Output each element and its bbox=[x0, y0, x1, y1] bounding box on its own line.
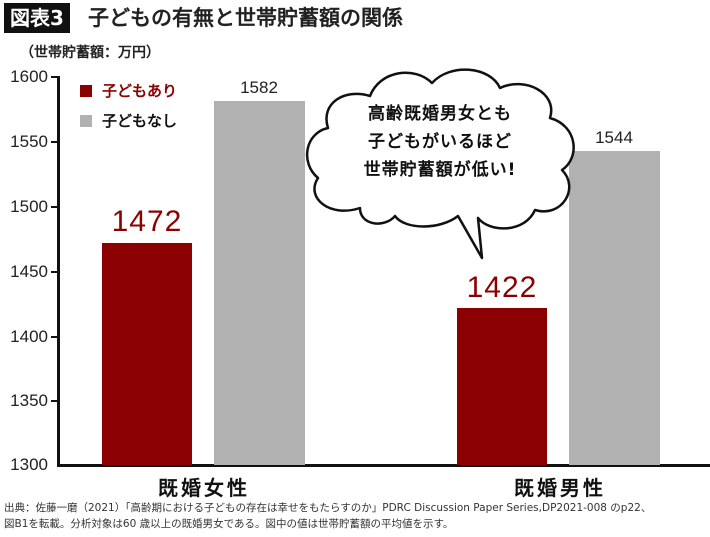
value-label-female-without: 1582 bbox=[240, 78, 278, 97]
legend-label: 子どもなし bbox=[102, 112, 178, 130]
y-axis-unit-label: （世帯貯蓄額：万円） bbox=[20, 45, 160, 61]
y-tick bbox=[51, 400, 58, 402]
y-tick-label: 1450 bbox=[10, 262, 48, 281]
source-line: 図B1を転載。分析対象は60 歳以上の既婚男女である。図中の値は世帯貯蓄額の平均… bbox=[4, 518, 454, 530]
y-tick bbox=[51, 76, 58, 78]
figure-number-badge: 図表3 bbox=[4, 3, 70, 33]
legend-swatch-red bbox=[80, 84, 92, 97]
y-tick bbox=[51, 206, 58, 208]
bar-female-without-children bbox=[214, 101, 305, 465]
y-tick-label: 1500 bbox=[10, 197, 48, 216]
callout-line: 世帯貯蓄額が低い! bbox=[363, 160, 517, 180]
category-label-female: 既婚女性 bbox=[158, 476, 250, 500]
legend-item-with-children: 子どもあり bbox=[80, 80, 177, 101]
source-note: 出典：佐藤一磨（2021）「高齢期における子どもの存在は幸せをもたらすのか」PD… bbox=[4, 500, 706, 532]
y-tick-label: 1300 bbox=[10, 455, 48, 474]
y-tick-label: 1400 bbox=[10, 327, 48, 346]
x-axis-line bbox=[57, 464, 710, 467]
y-tick bbox=[51, 141, 58, 143]
callout-line: 高齢既婚男女とも bbox=[368, 104, 512, 124]
source-line: 出典：佐藤一磨（2021）「高齢期における子どもの存在は幸せをもたらすのか」PD… bbox=[4, 502, 652, 514]
speech-bubble-icon bbox=[305, 68, 575, 260]
callout-line: 子どもがいるほど bbox=[368, 132, 512, 152]
legend-item-without-children: 子どもなし bbox=[80, 110, 177, 131]
legend-swatch-gray bbox=[80, 114, 92, 127]
y-axis-line bbox=[57, 76, 60, 467]
bar-female-with-children bbox=[102, 243, 192, 465]
y-tick-label: 1350 bbox=[10, 391, 48, 410]
value-label-male-without: 1544 bbox=[595, 128, 633, 147]
y-tick-label: 1600 bbox=[10, 67, 48, 86]
y-tick bbox=[51, 336, 58, 338]
chart-title: 子どもの有無と世帯貯蓄額の関係 bbox=[88, 6, 403, 30]
callout-text: 高齢既婚男女とも 子どもがいるほど 世帯貯蓄額が低い! bbox=[320, 100, 560, 184]
y-tick bbox=[51, 271, 58, 273]
legend-label: 子どもあり bbox=[102, 82, 178, 100]
y-tick-label: 1550 bbox=[10, 132, 48, 151]
category-label-male: 既婚男性 bbox=[514, 476, 606, 500]
value-label-male-with: 1422 bbox=[466, 271, 538, 304]
value-label-female-with: 1472 bbox=[111, 205, 183, 238]
bar-male-with-children bbox=[457, 308, 547, 465]
bar-male-without-children bbox=[569, 151, 660, 465]
